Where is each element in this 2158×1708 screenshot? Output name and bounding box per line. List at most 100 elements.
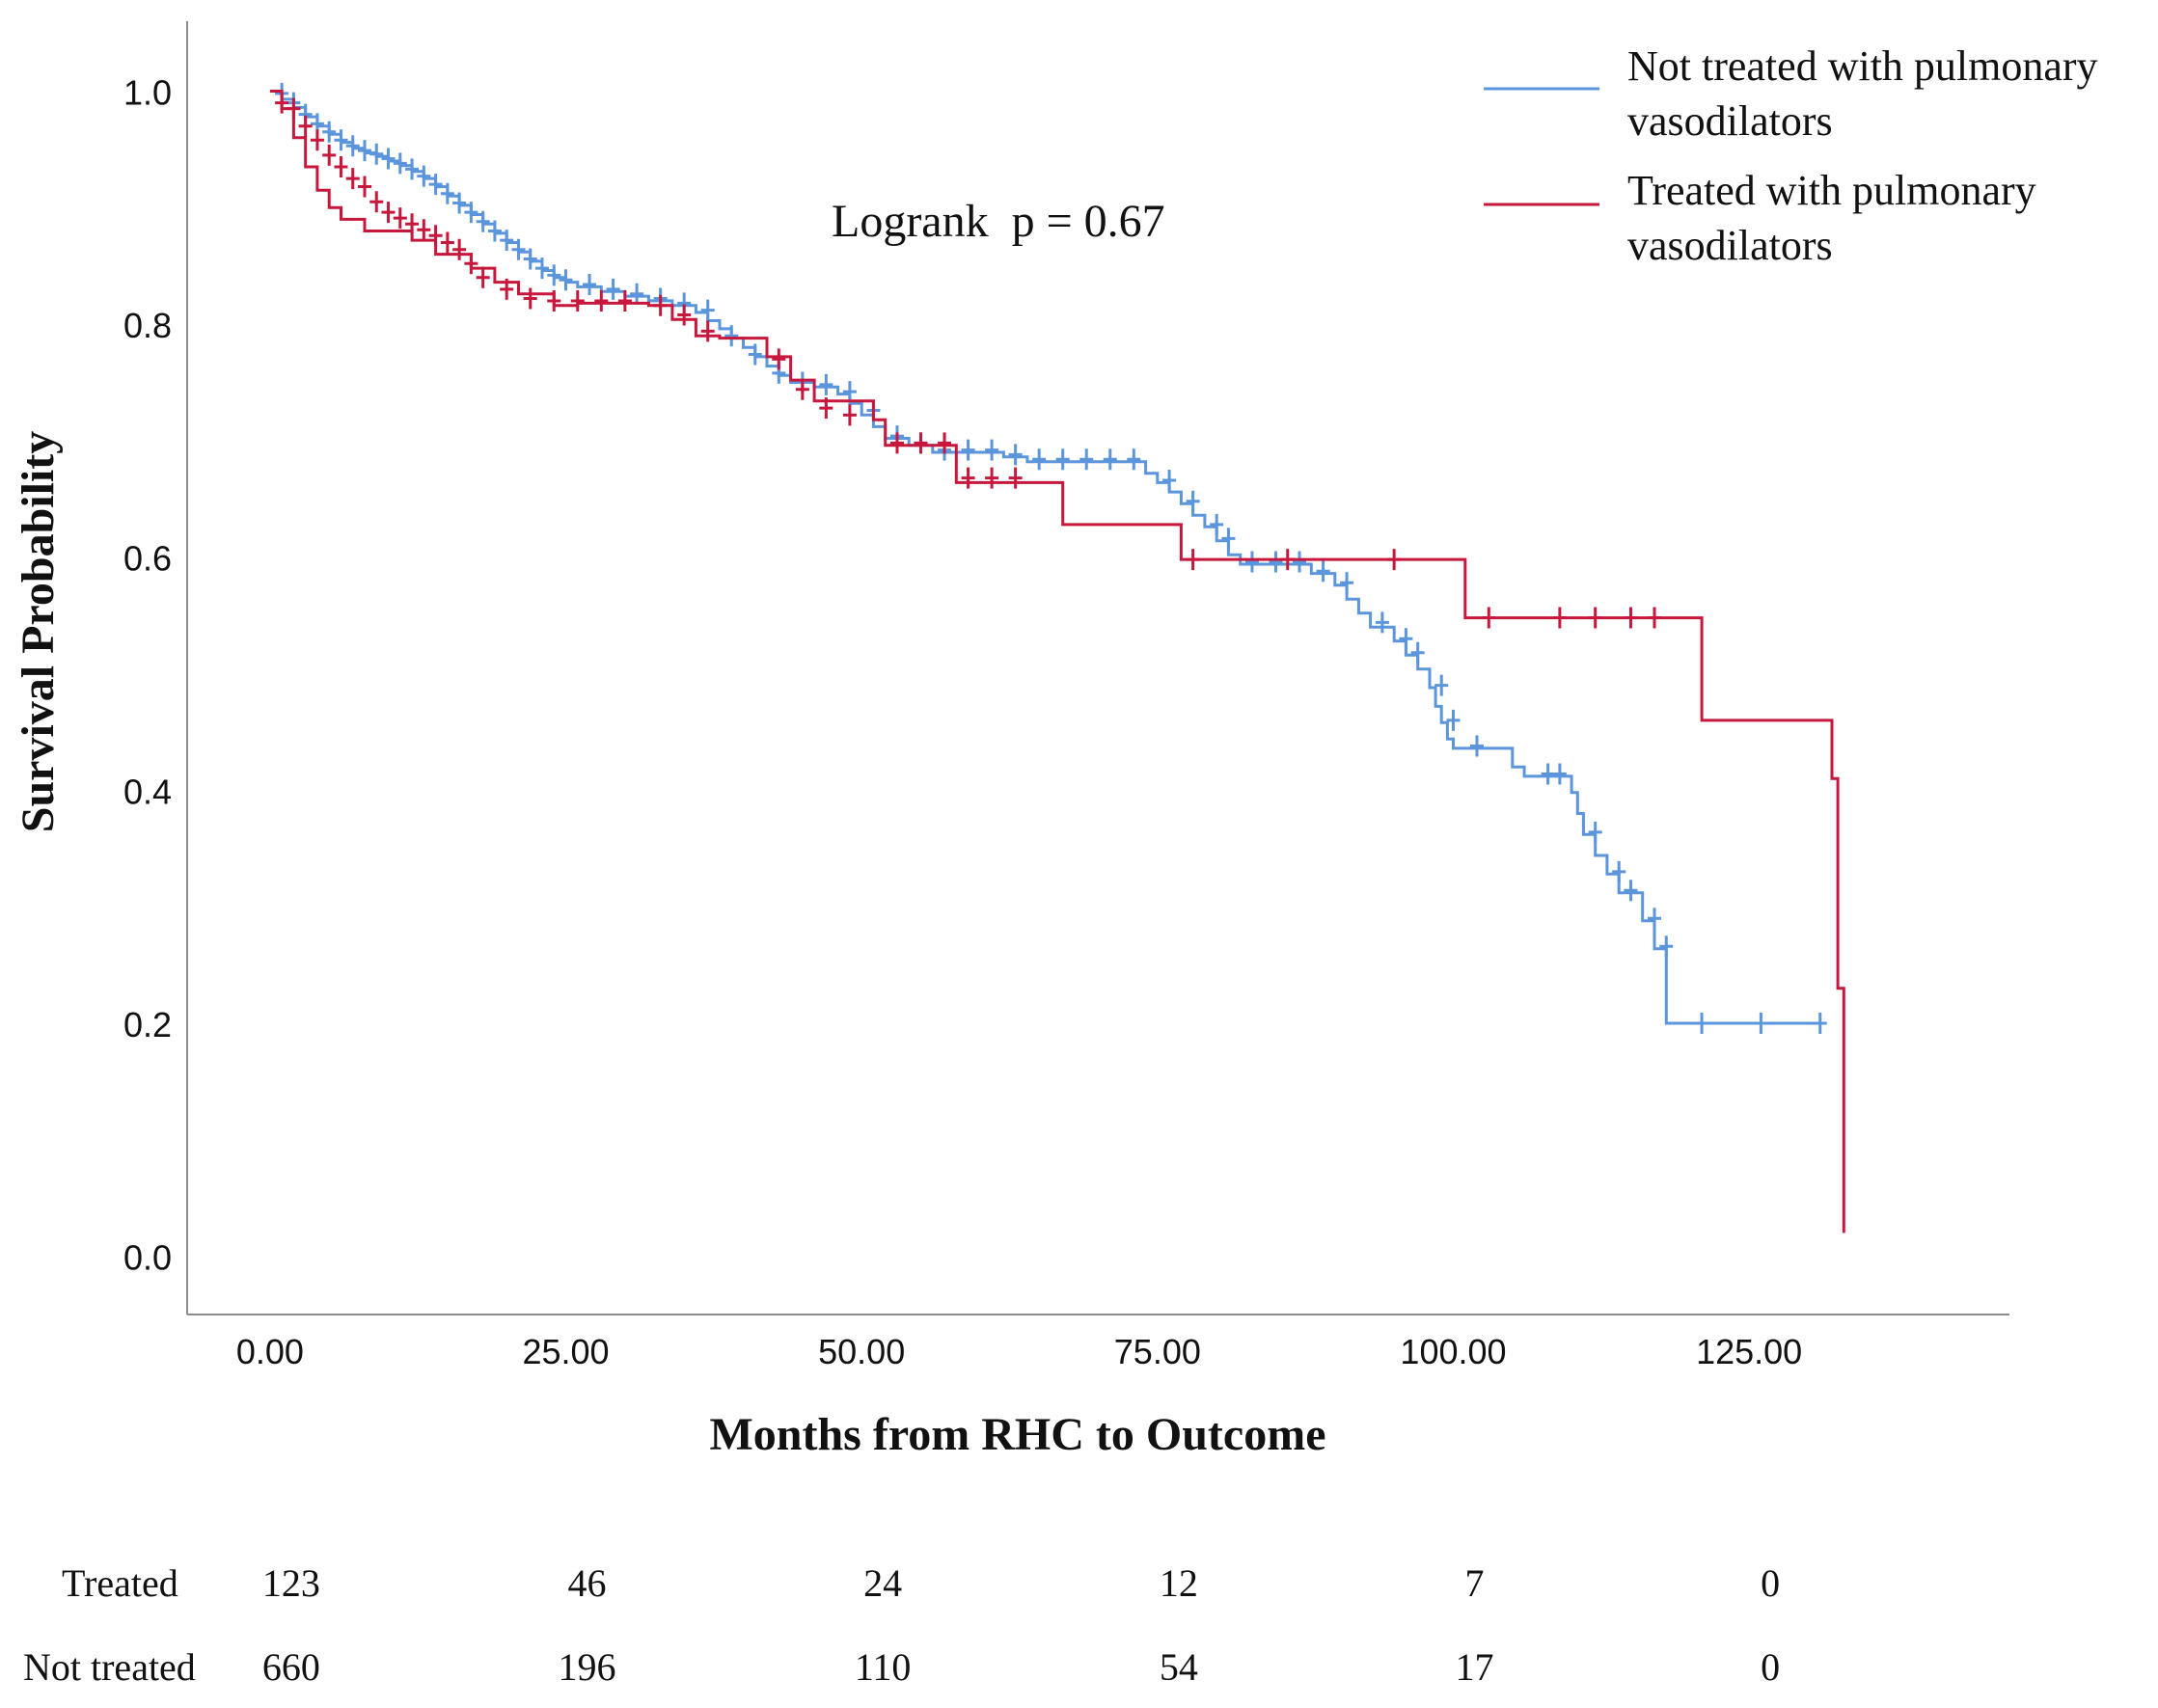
censor-mark: [440, 182, 454, 204]
censor-mark: [1434, 674, 1449, 696]
censor-mark: [1210, 513, 1224, 535]
censor-mark: [1055, 448, 1070, 471]
censor-mark: [1244, 551, 1259, 573]
censor-mark: [381, 202, 396, 224]
censor-mark: [464, 202, 478, 224]
censor-mark: [1624, 607, 1638, 629]
censor-mark: [452, 192, 467, 214]
censor-mark: [1399, 628, 1413, 650]
censor-mark: [322, 144, 337, 166]
y-tick-label: 0.8: [123, 306, 172, 345]
censor-mark: [606, 278, 620, 300]
censor-mark: [417, 219, 431, 241]
risk-table-cell: 46: [568, 1561, 607, 1605]
censor-mark: [1162, 469, 1177, 491]
censor-mark: [405, 213, 420, 235]
censor-mark: [405, 158, 420, 180]
censor-mark: [511, 238, 526, 260]
censor-mark: [938, 432, 952, 454]
censor-mark: [534, 258, 549, 280]
risk-table-row-label: Not treated: [23, 1645, 196, 1689]
y-tick-label: 1.0: [123, 72, 172, 112]
censor-mark: [819, 373, 833, 395]
legend-label-treated-line1: Treated with pulmonary: [1627, 167, 2036, 214]
y-tick-label: 0.0: [123, 1238, 172, 1278]
censor-mark: [381, 148, 396, 170]
censor-mark: [914, 432, 928, 454]
censor-mark: [748, 343, 762, 366]
censor-mark: [464, 253, 478, 275]
censor-mark: [842, 381, 857, 403]
x-tick-label: 25.00: [522, 1332, 609, 1371]
series-line: [269, 90, 1845, 1234]
censor-mark: [1446, 709, 1461, 731]
censor-mark: [1008, 467, 1023, 489]
risk-table-cell: 54: [1160, 1645, 1198, 1689]
risk-table-cell: 0: [1761, 1561, 1780, 1605]
censor-mark: [795, 378, 809, 400]
censor-mark: [1280, 549, 1295, 571]
censor-mark: [1103, 448, 1117, 471]
censor-mark: [476, 210, 490, 232]
censor-mark: [1410, 641, 1425, 664]
censor-mark: [440, 231, 454, 254]
censor-mark: [298, 115, 313, 137]
risk-table-cell: 196: [559, 1645, 616, 1689]
censor-mark: [1221, 528, 1236, 550]
censor-mark: [1127, 448, 1141, 471]
censor-mark: [559, 269, 573, 291]
censor-mark: [1588, 607, 1602, 629]
censor-mark: [1588, 821, 1602, 843]
censor-mark: [1552, 763, 1567, 785]
censor-mark: [523, 287, 537, 310]
x-tick-label: 0.00: [236, 1332, 304, 1371]
censor-mark: [1648, 908, 1662, 930]
x-tick-labels: 0.00 25.00 50.00 75.00 100.00 125.00: [236, 1332, 1802, 1371]
censor-mark: [334, 156, 348, 178]
censor-mark: [345, 168, 360, 190]
censor-mark: [1552, 607, 1567, 629]
censor-mark: [369, 191, 384, 213]
censor-mark: [393, 152, 407, 175]
risk-table-cell: 660: [262, 1645, 320, 1689]
censor-mark: [476, 266, 490, 288]
censor-mark: [1186, 549, 1200, 571]
censor-mark: [322, 121, 337, 143]
censor-mark: [393, 207, 407, 230]
censor-mark: [583, 274, 597, 296]
censor-mark: [1541, 763, 1555, 785]
censor-mark: [547, 289, 561, 312]
censor-mark: [345, 135, 360, 157]
censor-mark: [594, 289, 609, 312]
censor-mark: [1482, 607, 1496, 629]
censor-mark: [653, 294, 668, 316]
censor-mark: [700, 299, 715, 321]
censor-mark: [1470, 735, 1485, 757]
censor-mark: [985, 467, 999, 489]
censor-mark: [452, 238, 467, 260]
censor-mark: [1340, 572, 1354, 594]
censor-mark: [889, 432, 904, 454]
risk-table-cell: 24: [863, 1561, 902, 1605]
censor-mark: [1695, 1012, 1709, 1034]
censor-mark: [428, 225, 443, 247]
risk-table-row-label: Treated: [62, 1561, 178, 1605]
censor-mark: [1612, 860, 1626, 882]
censor-mark: [630, 283, 644, 305]
censor-mark: [500, 230, 514, 252]
risk-table-cell: 7: [1464, 1561, 1484, 1605]
censor-mark: [428, 174, 443, 196]
censor-mark: [819, 397, 833, 420]
legend: Not treated with pulmonary vasodilators …: [1484, 42, 2098, 269]
censor-mark: [334, 129, 348, 151]
y-axis-title: Survival Probability: [13, 431, 64, 833]
censor-mark: [700, 320, 715, 342]
censor-mark: [1032, 448, 1047, 471]
censor-mark: [1079, 448, 1094, 471]
censor-mark: [1316, 560, 1330, 583]
y-tick-label: 0.2: [123, 1005, 172, 1044]
censor-mark: [369, 143, 384, 165]
censor-mark: [1293, 551, 1307, 573]
censor-mark: [617, 289, 632, 312]
